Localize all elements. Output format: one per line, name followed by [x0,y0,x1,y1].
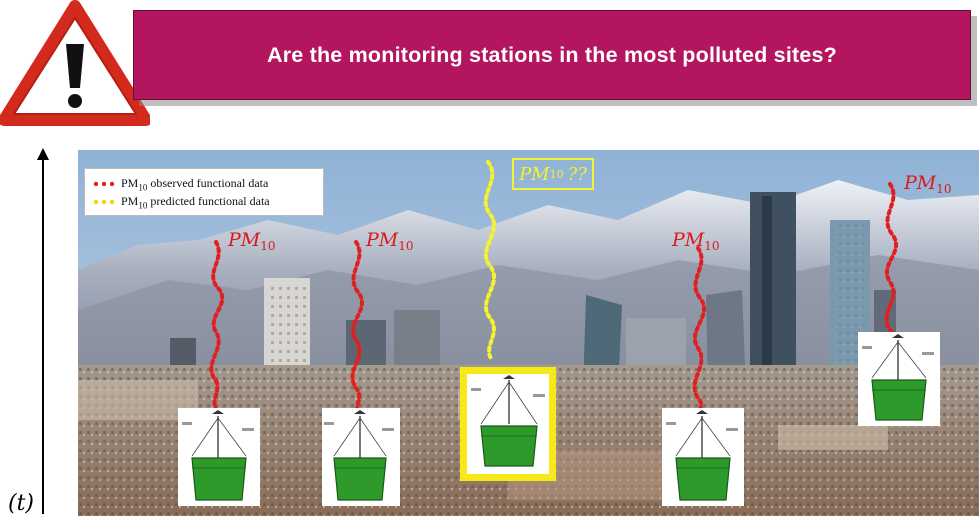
observed-curve-3 [692,246,706,420]
monitoring-station-icon [322,408,400,506]
red-dots-icon [93,181,115,187]
observed-curve-2 [350,240,364,414]
pm-predicted-label: PM 10?? [512,158,594,190]
observed-curve-1 [209,240,225,414]
title-banner: Are the monitoring stations in the most … [133,10,971,100]
predicted-curve [483,160,497,362]
yellow-dots-icon [93,199,115,205]
time-axis-label: (t) [8,491,35,516]
monitoring-station-icon [662,408,744,506]
pm-label-4: PM10 [904,172,952,196]
monitoring-station-icon [178,408,260,506]
pm-label-1: PM10 [228,229,276,253]
legend-item-observed: PM10 observed functional data [93,176,268,192]
legend-item-predicted: PM10 predicted functional data [93,194,270,210]
legend: PM10 observed functional data PM10 predi… [84,168,324,216]
pm-label-2: PM10 [366,229,414,253]
banner-title: Are the monitoring stations in the most … [266,42,838,67]
time-axis-arrow-icon [37,148,49,514]
legend-label-observed: PM10 observed functional data [121,175,269,193]
monitoring-station-icon [858,332,940,426]
monitoring-station-predicted-icon [460,367,556,481]
pm-label-3: PM10 [672,229,720,253]
warning-triangle-icon [0,0,150,126]
legend-label-predicted: PM10 predicted functional data [121,193,270,211]
